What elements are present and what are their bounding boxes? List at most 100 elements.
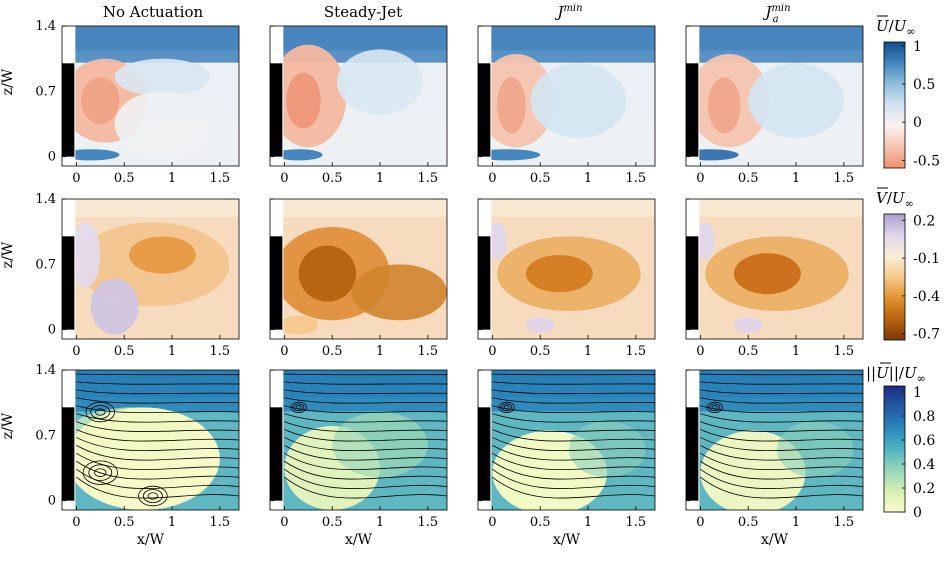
freestream-band <box>478 370 655 412</box>
x-tick-label: 1.5 <box>834 515 855 530</box>
axes-frame <box>269 369 448 511</box>
x-tick-label: 1 <box>376 171 384 186</box>
streamline <box>284 389 447 395</box>
field-map <box>270 370 447 510</box>
model-body <box>270 236 283 330</box>
field-map <box>686 199 863 339</box>
field-contour <box>497 77 526 134</box>
colorbar-label-u: U/U∞ <box>876 17 916 38</box>
streamline <box>76 397 239 404</box>
field-contour <box>332 412 428 478</box>
x-tick-label: 1.5 <box>418 344 439 359</box>
x-tick-label: 0.5 <box>322 344 343 359</box>
x-tick-label: 0 <box>280 344 288 359</box>
x-tick-label: 0.5 <box>738 171 759 186</box>
x-tick-label: 0 <box>72 344 80 359</box>
streamline <box>700 397 863 404</box>
x-tick-label: 0.5 <box>530 171 551 186</box>
streamline <box>492 445 655 461</box>
streamline <box>492 468 655 489</box>
field-map <box>478 199 655 339</box>
streamline <box>76 421 239 433</box>
model-body <box>686 407 699 501</box>
x-tick-label: 1 <box>584 515 592 530</box>
x-tick-label: 1.5 <box>834 171 855 186</box>
x-axis-label: x/W <box>137 532 165 548</box>
x-tick-label: 1 <box>168 515 176 530</box>
colorbar-tick-label: 0.6 <box>913 433 935 449</box>
x-tick-label: 1 <box>584 171 592 186</box>
streamline <box>700 413 863 423</box>
field-contour <box>298 245 357 302</box>
colorbar-gradient <box>883 213 906 341</box>
y-tick-label: 0 <box>48 323 56 338</box>
column-titles: No Actuation Steady-Jet Jmin Jmin a <box>103 3 791 25</box>
x-tick-label: 0.5 <box>114 515 135 530</box>
field-contour <box>286 72 321 129</box>
colorbar-tick-label: 0.2 <box>913 481 935 497</box>
field-map <box>62 199 239 339</box>
streamline <box>284 452 447 470</box>
model-body <box>478 407 491 501</box>
streamlines <box>492 373 655 499</box>
x-tick-label: 0 <box>488 171 496 186</box>
field-contour <box>733 253 801 295</box>
y-axis-label: z/W <box>0 412 16 439</box>
streamline <box>284 476 447 499</box>
field-contour <box>525 255 593 293</box>
x-tick-label: 0 <box>280 171 288 186</box>
field-map <box>686 26 863 166</box>
axes-frame <box>477 198 656 340</box>
model-body <box>478 63 491 157</box>
streamline <box>492 476 655 499</box>
streamline <box>76 460 239 480</box>
x-tick-label: 0.5 <box>738 515 759 530</box>
field-contour <box>748 63 844 139</box>
model-body <box>270 63 283 157</box>
panel-r1-c4: 0 0.5 1 1.5 <box>685 25 864 186</box>
field-contour <box>695 222 715 260</box>
vortex-streamline <box>147 492 159 500</box>
colorbar-label-v: V/U∞ <box>876 189 914 210</box>
x-tick-label: 0 <box>72 515 80 530</box>
colorbars: 1 0.5 0 -0.5 0.2 -0.1 -0.4 -0.7 1 0.8 0.6 0.4 0.2 0 <box>883 39 940 521</box>
field-contour <box>71 222 101 288</box>
freestream-band <box>686 370 863 412</box>
streamline <box>700 445 863 461</box>
colorbar-label-speed: ||U||/U∞ <box>866 364 926 385</box>
y-tick-label: 1.4 <box>35 19 56 34</box>
vortex-streamline <box>501 403 513 412</box>
panel-r2-c3: 0 0.5 1 1.5 <box>477 198 656 359</box>
streamline <box>76 389 239 395</box>
x-axis-label: x/W <box>553 532 581 548</box>
streamline <box>700 437 863 452</box>
colorbar-tick-label: 0.5 <box>913 77 935 93</box>
axes-frame <box>477 369 656 511</box>
x-tick-label: 1 <box>376 515 384 530</box>
x-tick-label: 1.5 <box>626 171 647 186</box>
vortex-streamline <box>142 489 163 503</box>
x-tick-label: 0 <box>696 171 704 186</box>
colorbar-tick-label: 0 <box>913 115 922 131</box>
x-tick-label: 1 <box>376 344 384 359</box>
vortex-streamline <box>498 401 515 413</box>
field-contour <box>66 407 201 464</box>
panel-r2-c2: 0 0.5 1 1.5 <box>269 198 448 359</box>
colorbar-tick-label: 1 <box>913 39 922 55</box>
colorbar-gradient <box>883 385 906 513</box>
x-tick-label: 1.5 <box>626 515 647 530</box>
colorbar-tick-label: 1 <box>913 385 922 401</box>
streamline <box>492 460 655 480</box>
colorbar-tick-label: 0.2 <box>913 213 935 229</box>
vortex-streamline <box>138 485 168 507</box>
streamline <box>284 413 447 423</box>
field-contour <box>128 236 196 274</box>
colorbar-labels: U/U∞ V/U∞ ||U||/U∞ <box>866 15 926 385</box>
streamline <box>700 421 863 433</box>
x-tick-label: 1 <box>168 344 176 359</box>
model-body <box>478 236 491 330</box>
colorbar-tick-label: 0.8 <box>913 409 935 425</box>
model-body <box>62 63 75 157</box>
x-tick-label: 1 <box>584 344 592 359</box>
y-tick-label: 0 <box>48 150 56 165</box>
